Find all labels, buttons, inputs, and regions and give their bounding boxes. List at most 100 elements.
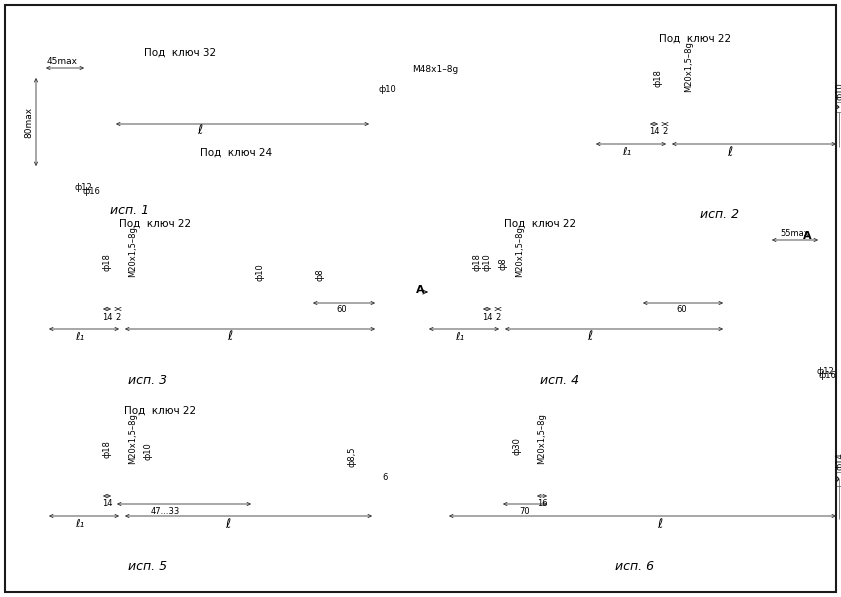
Text: ф12: ф12 (74, 183, 92, 192)
Text: 14: 14 (102, 500, 112, 509)
Polygon shape (436, 346, 460, 358)
Text: ℓ₁: ℓ₁ (456, 332, 464, 342)
Bar (783, 336, 807, 344)
Text: ф10: ф10 (483, 253, 491, 271)
Text: 14: 14 (482, 312, 492, 322)
Circle shape (413, 85, 457, 129)
Polygon shape (593, 67, 639, 141)
Text: М20х1,5–8g: М20х1,5–8g (516, 227, 525, 278)
Text: ℓ: ℓ (587, 331, 593, 343)
Polygon shape (56, 346, 80, 358)
Bar (472, 287, 480, 297)
Bar (534, 472, 550, 486)
Text: 2: 2 (495, 312, 500, 322)
Bar (92, 287, 100, 297)
Text: ф14: ф14 (835, 452, 841, 470)
Circle shape (793, 290, 797, 294)
Polygon shape (46, 439, 92, 513)
Circle shape (54, 69, 60, 75)
Bar (492, 474, 500, 484)
Text: 47...33: 47...33 (151, 506, 180, 515)
Text: М48х1–8g: М48х1–8g (412, 64, 458, 73)
Bar (92, 474, 100, 484)
Text: 16: 16 (537, 500, 547, 509)
Text: 55max: 55max (780, 229, 809, 238)
Text: исп. 5: исп. 5 (129, 561, 167, 574)
Text: 2: 2 (663, 128, 668, 137)
Text: Под  ключ 32: Под ключ 32 (144, 48, 216, 58)
Text: ф30: ф30 (512, 437, 521, 455)
Text: исп. 1: исп. 1 (110, 205, 150, 217)
Text: Под  ключ 22: Под ключ 22 (504, 219, 576, 229)
Polygon shape (56, 533, 80, 545)
Bar (639, 102, 647, 112)
Circle shape (71, 439, 75, 443)
Text: Под  ключ 22: Под ключ 22 (659, 34, 731, 44)
Text: 2: 2 (115, 312, 120, 322)
Text: ф10: ф10 (256, 263, 265, 281)
Text: ℓ: ℓ (227, 331, 233, 343)
Text: М20х1,5–8g: М20х1,5–8g (129, 227, 137, 278)
Text: М20х1,5–8g: М20х1,5–8g (537, 414, 547, 464)
Text: ф16: ф16 (82, 187, 100, 196)
Text: 45max: 45max (46, 57, 77, 66)
Circle shape (618, 67, 622, 71)
Text: ф8: ф8 (315, 269, 325, 281)
Text: ф8,5: ф8,5 (347, 447, 357, 467)
Polygon shape (46, 252, 92, 326)
Bar (500, 466, 534, 492)
Text: ℓ: ℓ (225, 518, 230, 531)
Bar (480, 283, 502, 301)
Text: ф18: ф18 (103, 440, 112, 458)
Text: ф8: ф8 (499, 258, 507, 270)
Text: ℓ₁: ℓ₁ (76, 332, 85, 342)
Text: М20х1,5–8g: М20х1,5–8g (685, 42, 694, 93)
Circle shape (419, 97, 424, 101)
Text: ф18: ф18 (473, 253, 482, 271)
Polygon shape (53, 157, 77, 169)
Bar (100, 283, 122, 301)
Text: ℓ: ℓ (727, 146, 733, 158)
Polygon shape (446, 439, 492, 513)
Text: 14: 14 (648, 128, 659, 137)
Polygon shape (423, 153, 447, 165)
Text: ℓ: ℓ (198, 125, 203, 137)
Polygon shape (456, 533, 480, 545)
Circle shape (447, 112, 452, 118)
Text: ф16: ф16 (819, 371, 837, 380)
Text: ℓ: ℓ (658, 518, 663, 531)
Text: исп. 3: исп. 3 (129, 374, 167, 386)
Circle shape (777, 274, 813, 310)
Circle shape (471, 439, 475, 443)
Text: 60: 60 (336, 306, 347, 315)
Text: 60: 60 (677, 306, 687, 315)
Text: А: А (415, 285, 425, 295)
Text: исп. 2: исп. 2 (701, 208, 739, 221)
Circle shape (447, 97, 452, 101)
Text: исп. 6: исп. 6 (616, 561, 654, 574)
Circle shape (419, 112, 424, 118)
Text: Под  ключ 22: Под ключ 22 (124, 406, 196, 416)
Text: 14: 14 (102, 312, 112, 322)
Text: ф18: ф18 (103, 253, 112, 271)
Text: 70: 70 (520, 507, 531, 516)
Text: ℓ₁: ℓ₁ (76, 519, 85, 529)
Bar (647, 98, 669, 116)
Circle shape (432, 104, 438, 110)
Text: 80max: 80max (24, 106, 34, 137)
Text: ℓ₁: ℓ₁ (622, 147, 632, 157)
Text: М20х1,5–8g: М20х1,5–8g (129, 414, 137, 464)
Circle shape (451, 252, 455, 256)
Circle shape (405, 77, 465, 137)
Text: ф12: ф12 (817, 367, 835, 376)
Bar (87, 102, 95, 112)
Text: исп. 4: исп. 4 (541, 374, 579, 386)
Polygon shape (43, 75, 87, 139)
Text: ф10: ф10 (379, 85, 397, 94)
Circle shape (432, 88, 437, 94)
Circle shape (432, 121, 437, 125)
Polygon shape (603, 161, 627, 173)
Circle shape (769, 266, 821, 318)
Polygon shape (426, 252, 472, 326)
Text: ф10: ф10 (835, 82, 841, 100)
